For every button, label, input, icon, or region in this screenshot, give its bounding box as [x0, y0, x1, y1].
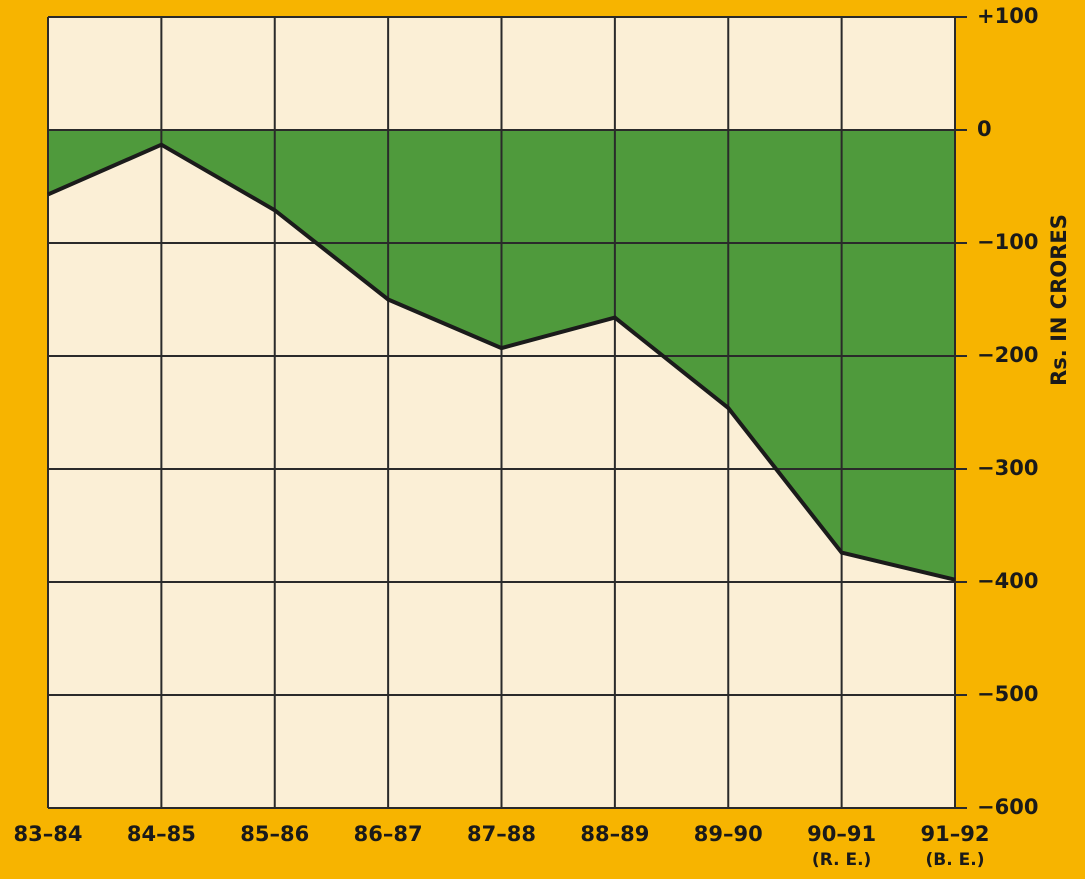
y-tick-label: −400: [977, 569, 1038, 593]
x-tick-label: 86–87: [354, 822, 423, 846]
y-tick-label: −300: [977, 456, 1038, 480]
y-tick-label: −200: [977, 343, 1038, 367]
x-tick-label: 89–90: [694, 822, 763, 846]
line: [47, 142, 956, 582]
y-tick-label: −100: [977, 230, 1038, 254]
x-tick-note: (R. E.): [812, 850, 871, 870]
x-tick-label: 88–89: [580, 822, 649, 846]
y-axis-label: Rs. IN CRORES: [1047, 214, 1071, 386]
x-tick-label: 91–92: [921, 822, 990, 846]
x-tick-label: 85–86: [240, 822, 309, 846]
y-tick-label: −500: [977, 682, 1038, 706]
x-tick-note: (B. E.): [926, 850, 985, 870]
y-tick-label: −600: [977, 795, 1038, 819]
x-tick-label: 90–91: [807, 822, 876, 846]
x-tick-label: 87–88: [467, 822, 536, 846]
x-tick-label: 83–84: [14, 822, 83, 846]
y-tick-label: 0: [977, 117, 992, 141]
x-tick-label: 84–85: [127, 822, 196, 846]
y-tick-label: +100: [977, 4, 1038, 28]
